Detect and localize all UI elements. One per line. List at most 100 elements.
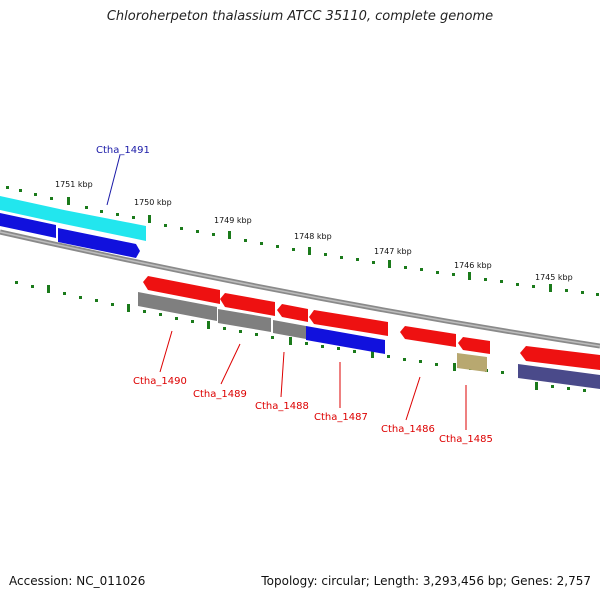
scale-tick-major <box>308 247 311 255</box>
scale-dot <box>116 213 119 216</box>
feature-ctha-1486[interactable] <box>400 326 456 347</box>
scale-dot <box>34 193 37 196</box>
scale-dot <box>583 389 586 392</box>
scale-dot <box>95 299 98 302</box>
feature-ctha-1490[interactable] <box>143 276 220 304</box>
scale-dot <box>63 292 66 295</box>
scale-dot <box>404 266 407 269</box>
scale-dot <box>356 258 359 261</box>
leader-ctha-1490 <box>159 330 173 373</box>
scale-tick-major <box>47 285 50 293</box>
scale-dot <box>337 347 340 350</box>
scale-dot <box>191 320 194 323</box>
scale-dot <box>132 216 135 219</box>
scale-dot <box>31 285 34 288</box>
feature-purple-right[interactable] <box>518 364 600 389</box>
scale-dot <box>79 296 82 299</box>
feature-red-right[interactable] <box>520 346 600 370</box>
scale-tick-major <box>371 350 374 358</box>
scale-dot <box>353 350 356 353</box>
scale-dot <box>551 385 554 388</box>
genome-summary-text: Topology: circular; Length: 3,293,456 bp… <box>261 574 591 588</box>
scale-dot <box>436 271 439 274</box>
scale-label-1746: 1746 kbp <box>454 261 492 270</box>
scale-dot <box>581 291 584 294</box>
leader-ctha-1489 <box>220 343 241 385</box>
feature-ctha-1491[interactable] <box>64 210 146 241</box>
scale-dot <box>501 371 504 374</box>
genome-backbone-highlight <box>0 231 600 347</box>
gene-label-ctha-1490[interactable]: Ctha_1490 <box>133 376 187 387</box>
scale-dot <box>484 278 487 281</box>
gene-label-ctha-1486[interactable]: Ctha_1486 <box>381 424 435 435</box>
leader-ctha-1486 <box>405 376 421 421</box>
scale-dot <box>340 256 343 259</box>
scale-dot <box>435 363 438 366</box>
feature-blue-1487[interactable] <box>306 326 385 354</box>
scale-tick-major <box>67 197 70 205</box>
scale-tick-major <box>549 284 552 292</box>
feature-cyan-left[interactable] <box>0 196 64 224</box>
scale-dot <box>452 273 455 276</box>
scale-dot <box>420 268 423 271</box>
scale-label-1745: 1745 kbp <box>535 273 573 282</box>
scale-tick-major <box>127 304 130 312</box>
scale-dot <box>244 239 247 242</box>
gene-label-ctha-1488[interactable]: Ctha_1488 <box>255 401 309 412</box>
gene-label-ctha-1491[interactable]: Ctha_1491 <box>96 145 150 156</box>
scale-tick-major <box>289 337 292 345</box>
scale-dot <box>271 336 274 339</box>
scale-dot <box>565 289 568 292</box>
feature-ctha-1488[interactable] <box>277 304 308 322</box>
feature-ctha-1489[interactable] <box>220 293 275 316</box>
scale-dot <box>532 285 535 288</box>
gene-label-ctha-1489[interactable]: Ctha_1489 <box>193 389 247 400</box>
gene-label-ctha-1485[interactable]: Ctha_1485 <box>439 434 493 445</box>
scale-label-1751: 1751 kbp <box>55 180 93 189</box>
scale-dot <box>500 280 503 283</box>
feature-ctha-1487[interactable] <box>309 310 388 336</box>
scale-dot <box>19 189 22 192</box>
gene-label-ctha-1487[interactable]: Ctha_1487 <box>314 412 368 423</box>
scale-label-1749: 1749 kbp <box>214 216 252 225</box>
scale-dot <box>6 186 9 189</box>
feature-rna-1490[interactable] <box>138 292 217 321</box>
scale-tick-major <box>207 321 210 329</box>
scale-label-1748: 1748 kbp <box>294 232 332 241</box>
scale-dot <box>100 210 103 213</box>
feature-rna-1489[interactable] <box>218 309 271 332</box>
scale-dot <box>276 245 279 248</box>
scale-tick-major <box>535 382 538 390</box>
feature-rna-1488[interactable] <box>273 320 306 339</box>
feature-ctha-1485[interactable] <box>458 337 490 354</box>
scale-label-1750: 1750 kbp <box>134 198 172 207</box>
feature-blue-cds[interactable] <box>58 228 140 258</box>
scale-dot <box>321 345 324 348</box>
scale-dot <box>516 283 519 286</box>
feature-tan-1485[interactable] <box>457 353 487 372</box>
outer-scale <box>6 186 599 296</box>
feature-blue-left[interactable] <box>0 213 56 238</box>
scale-dot <box>292 248 295 251</box>
scale-dot <box>223 327 226 330</box>
scale-tick-major <box>228 231 231 239</box>
scale-dot <box>15 281 18 284</box>
scale-dot <box>143 310 146 313</box>
scale-dot <box>372 261 375 264</box>
scale-tick-major <box>453 363 456 371</box>
scale-tick-major <box>388 260 391 268</box>
scale-dot <box>175 317 178 320</box>
scale-dot <box>567 387 570 390</box>
scale-label-1747: 1747 kbp <box>374 247 412 256</box>
scale-dot <box>403 358 406 361</box>
scale-dot <box>239 330 242 333</box>
scale-dot <box>164 224 167 227</box>
scale-dot <box>159 313 162 316</box>
leader-ctha-1491 <box>106 154 121 206</box>
scale-dot <box>324 253 327 256</box>
scale-dot <box>596 293 599 296</box>
scale-dot <box>50 197 53 200</box>
scale-dot <box>196 230 199 233</box>
scale-dot <box>255 333 258 336</box>
